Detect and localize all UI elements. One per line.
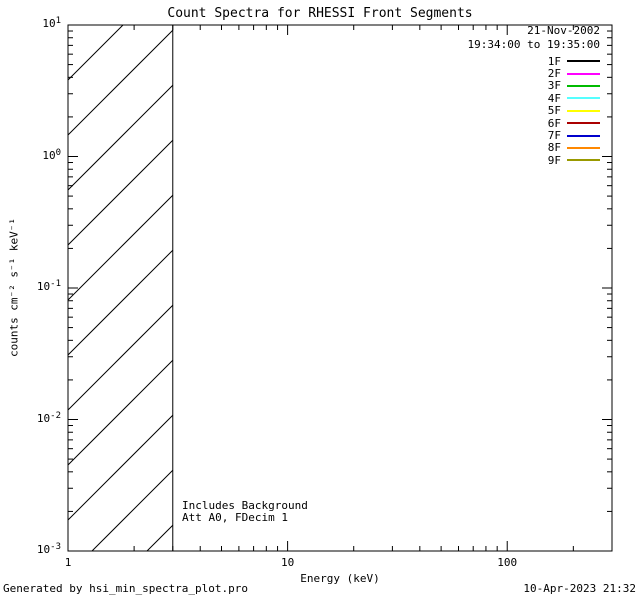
legend: 21-Nov-2002 19:34:00 to 19:35:00 1F 2F 3F 4… [468, 24, 600, 167]
legend-entry-label: 5F [547, 104, 561, 118]
legend-entry-color-line [567, 159, 600, 162]
legend-entry: 5F [468, 104, 600, 118]
x-tick-label: 10 [280, 556, 295, 569]
legend-entry-label: 2F [547, 67, 561, 81]
x-tick-label: 100 [497, 556, 518, 569]
legend-entry: 3F [468, 79, 600, 93]
hatch-line [67, 29, 174, 136]
legend-entry-color-line [567, 122, 600, 125]
hatch-line [67, 249, 174, 356]
hatch-line [67, 359, 174, 466]
legend-entry-label: 7F [547, 129, 561, 143]
generation-timestamp: 10-Apr-2023 21:32 [523, 582, 636, 595]
y-tick-label: 10-2 [36, 410, 61, 425]
legend-entries: 1F 2F 3F 4F 5F 6F 7F 8F 9F [468, 55, 600, 167]
plot-annotations: Includes Background Att A0, FDecim 1 [182, 500, 308, 523]
hatch-line [67, 304, 174, 411]
legend-time-range: 19:34:00 to 19:35:00 [467, 38, 600, 51]
hatch-line [146, 524, 174, 552]
legend-entry-color-line [567, 97, 600, 100]
legend-entry-label: 1F [547, 54, 561, 68]
legend-entry-color-line [567, 146, 600, 149]
annotation-background: Includes Background [182, 499, 308, 512]
hatch-line [91, 469, 174, 552]
generator-credit: Generated by hsi_min_spectra_plot.pro [3, 582, 249, 595]
legend-entry-color-line [567, 134, 600, 137]
legend-entry: 4F [468, 91, 600, 105]
legend-entry: 6F [468, 116, 600, 130]
x-tick-label: 1 [64, 556, 72, 569]
legend-entry-label: 9F [547, 153, 561, 167]
annotation-attenuator: Att A0, FDecim 1 [182, 510, 288, 524]
y-tick-label: 101 [42, 16, 61, 30]
legend-entry-color-line [567, 109, 600, 112]
legend-entry-color-line [567, 84, 600, 87]
legend-entry-color-line [567, 72, 600, 75]
legend-entry: 8F [468, 141, 600, 155]
legend-entry-label: 6F [547, 116, 561, 130]
legend-date: 21-Nov-2002 [527, 24, 600, 37]
legend-entry-label: 3F [547, 79, 561, 93]
hatch-line [67, 139, 174, 246]
y-axis-label: counts cm⁻² s⁻¹ keV⁻¹ [7, 217, 21, 358]
legend-entry-label: 8F [547, 141, 561, 155]
y-tick-label: 10-1 [36, 279, 61, 293]
legend-entry-label: 4F [547, 91, 561, 105]
legend-entry: 7F [468, 129, 600, 143]
hatch-line [67, 84, 174, 191]
hatch-line [67, 414, 174, 521]
y-tick-label: 100 [42, 147, 61, 162]
y-tick-label: 10-3 [36, 542, 61, 556]
legend-entry: 2F [468, 67, 600, 81]
legend-entry: 1F [468, 54, 600, 68]
chart-title: Count Spectra for RHESSI Front Segments [167, 6, 473, 21]
legend-entry-color-line [567, 60, 600, 63]
legend-entry: 9F [468, 153, 600, 167]
hatch-line [67, 24, 124, 81]
hatch-line [67, 194, 174, 301]
x-axis-label: Energy (keV) [300, 572, 380, 585]
